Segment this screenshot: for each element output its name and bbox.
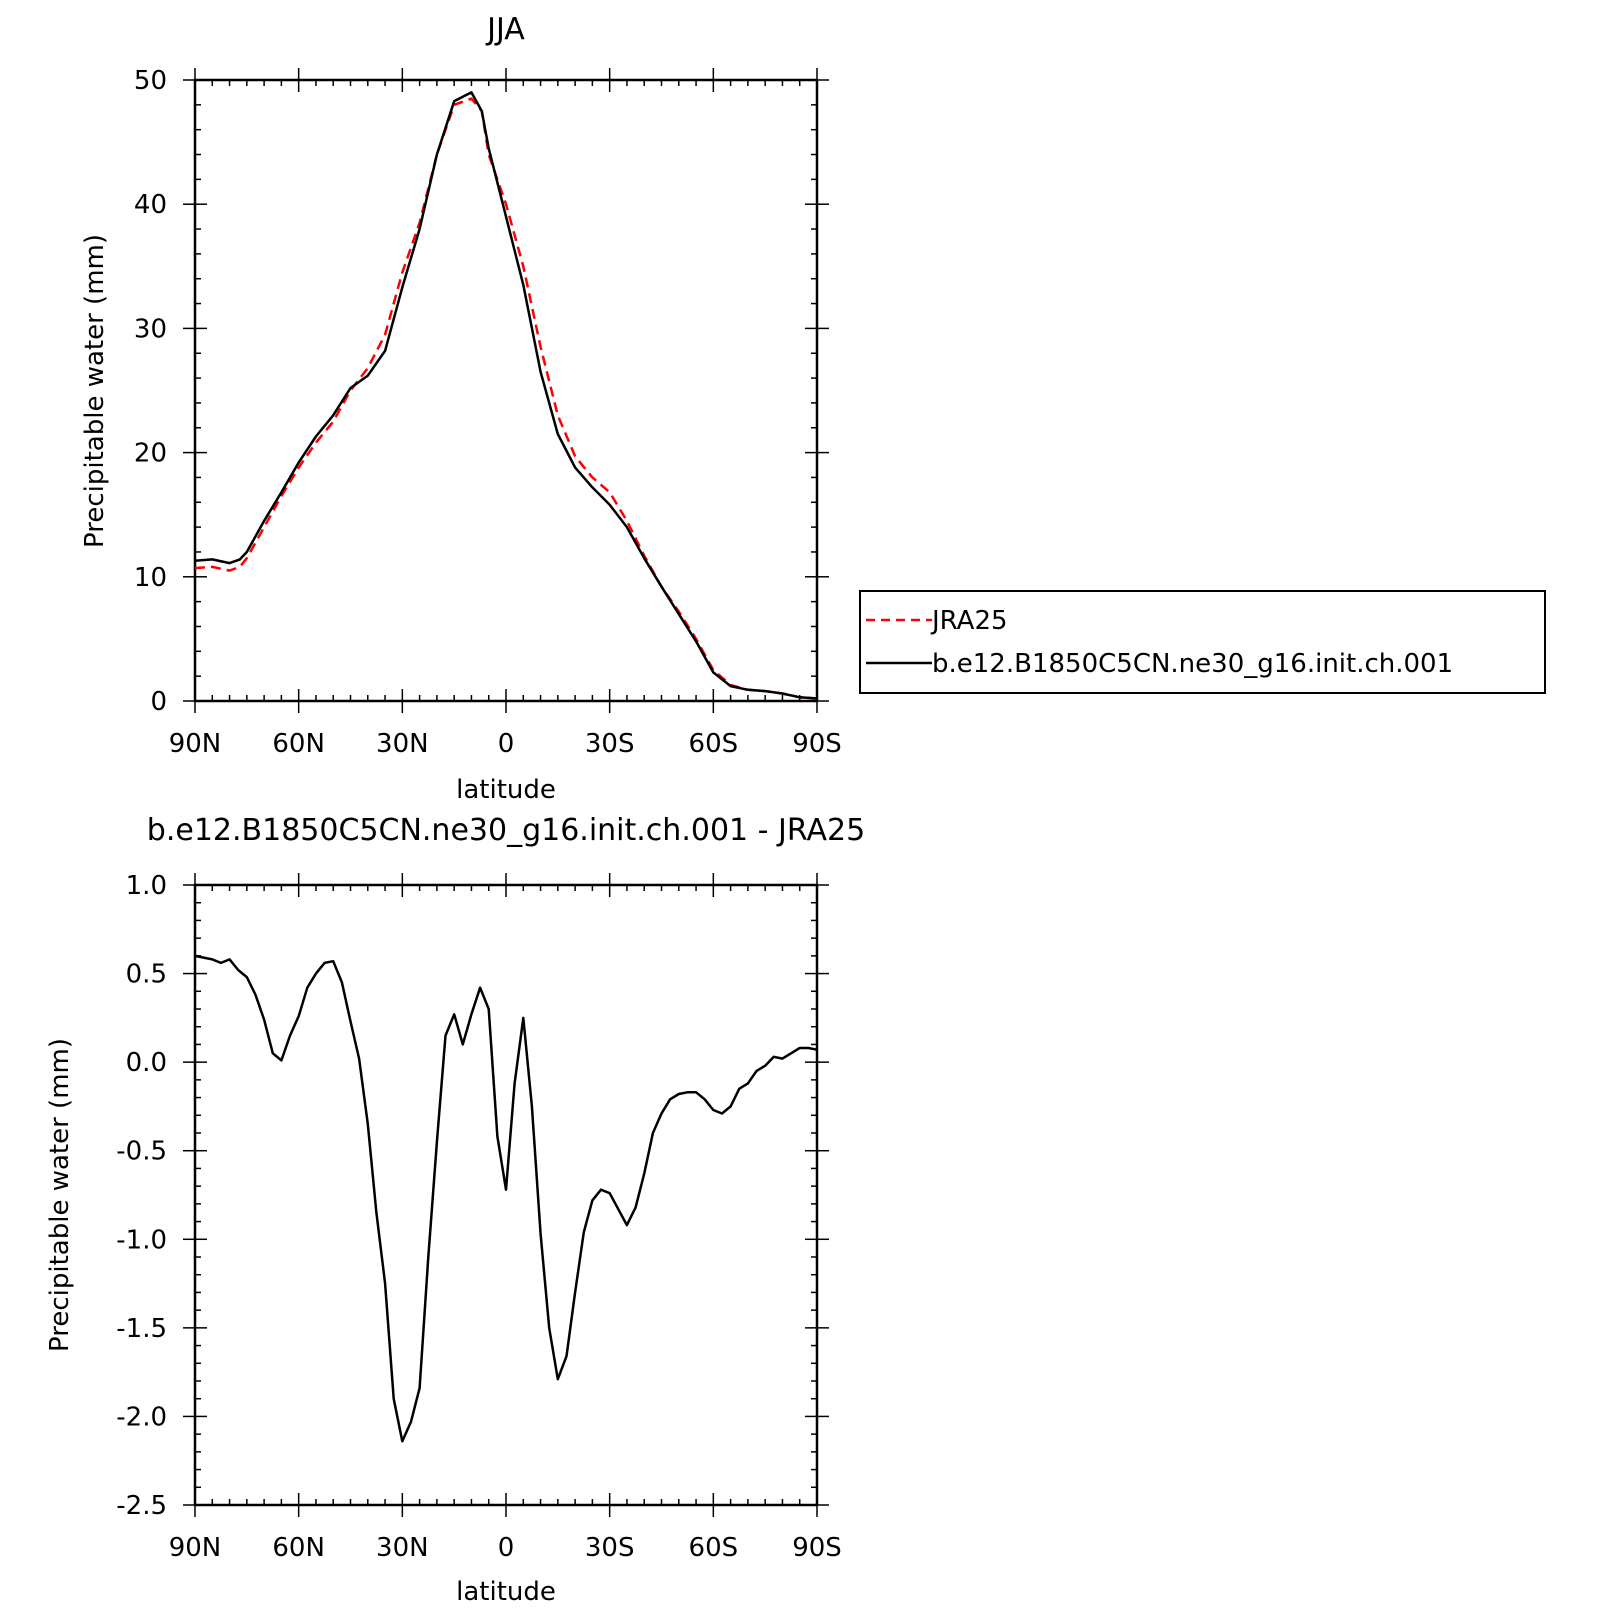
bottom-x-tick-labels: 90N 60N 30N 0 30S 60S 90S [169, 1533, 842, 1563]
bottom-x-tick-label: 30N [376, 1533, 429, 1563]
legend-label-model: b.e12.B1850C5CN.ne30_g16.init.ch.001 [932, 649, 1453, 679]
top-y-tick-label: 10 [134, 563, 167, 593]
bottom-y-axis-label: Precipitable water (mm) [45, 1038, 75, 1352]
top-x-tick-label: 60N [272, 729, 325, 759]
bottom-axis-ticks [183, 873, 829, 1517]
top-series-line-dashed [194, 97, 818, 700]
top-x-tick-label: 60S [689, 729, 739, 759]
bottom-y-tick-label: 0.0 [126, 1048, 167, 1078]
bottom-x-tick-label: 30S [585, 1533, 635, 1563]
bottom-y-tick-label: -1.5 [116, 1314, 167, 1344]
top-y-tick-label: 40 [134, 190, 167, 220]
bottom-y-tick-label: 1.0 [126, 871, 167, 901]
bottom-y-tick-label: 0.5 [126, 960, 167, 990]
bottom-y-tick-label: -1.0 [116, 1225, 167, 1255]
bottom-series-group [194, 954, 818, 1443]
top-x-tick-label: 90S [792, 729, 842, 759]
bottom-x-axis-label: latitude [456, 1577, 556, 1607]
top-x-tick-label: 30S [585, 729, 635, 759]
bottom-x-tick-label: 90N [169, 1533, 222, 1563]
top-plot-frame [193, 78, 819, 703]
bottom-x-tick-label: 60S [689, 1533, 739, 1563]
top-x-tick-label: 90N [169, 729, 222, 759]
top-y-tick-label: 30 [134, 314, 167, 344]
bottom-panel-title: b.e12.B1850C5CN.ne30_g16.init.ch.001 - J… [147, 813, 865, 848]
legend-label-jra25: JRA25 [930, 606, 1008, 636]
top-axis-ticks [183, 68, 829, 713]
top-panel: JJA 90N 60N 30N 0 30S 60S 90S 0 10 20 30 40 50 lati… [80, 12, 842, 805]
legend: JRA25 b.e12.B1850C5CN.ne30_g16.init.ch.0… [859, 590, 1546, 694]
bottom-plot-frame [193, 883, 819, 1507]
bottom-y-tick-label: -2.0 [116, 1402, 167, 1432]
top-x-tick-label: 0 [498, 729, 515, 759]
bottom-y-tick-labels: 1.0 0.5 0.0 -0.5 -1.0 -1.5 -2.0 -2.5 [116, 871, 167, 1521]
bottom-series-line-solid [194, 954, 818, 1443]
bottom-x-tick-label: 0 [498, 1533, 515, 1563]
bottom-y-tick-label: -0.5 [116, 1137, 167, 1167]
top-x-axis-label: latitude [456, 775, 556, 805]
top-x-tick-labels: 90N 60N 30N 0 30S 60S 90S [169, 729, 842, 759]
top-y-axis-label: Precipitable water (mm) [80, 234, 110, 548]
legend-box [859, 590, 1546, 694]
top-y-tick-label: 20 [134, 439, 167, 469]
bottom-y-tick-label: -2.5 [116, 1491, 167, 1521]
top-panel-title: JJA [485, 12, 525, 47]
top-y-tick-label: 0 [150, 687, 167, 717]
top-y-tick-labels: 0 10 20 30 40 50 [134, 66, 167, 717]
top-y-tick-label: 50 [134, 66, 167, 96]
bottom-x-tick-label: 90S [792, 1533, 842, 1563]
bottom-panel: b.e12.B1850C5CN.ne30_g16.init.ch.001 - J… [45, 813, 865, 1607]
top-series-line-solid [194, 91, 818, 700]
top-series-group [194, 91, 818, 700]
bottom-x-tick-label: 60N [272, 1533, 325, 1563]
top-x-tick-label: 30N [376, 729, 429, 759]
